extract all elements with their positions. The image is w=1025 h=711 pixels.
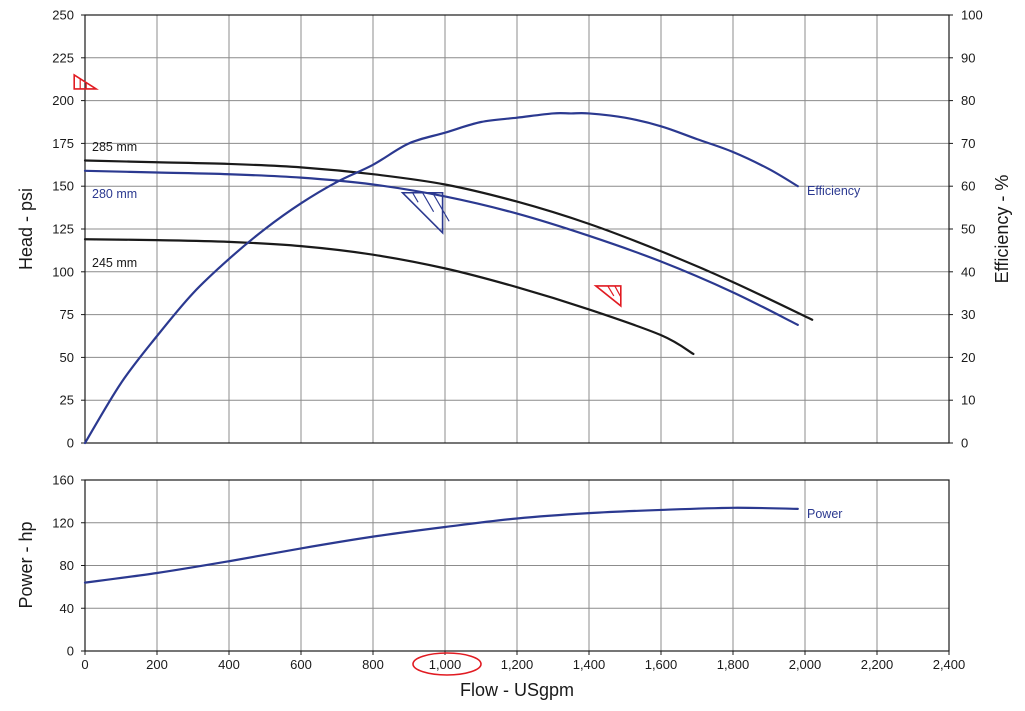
red-triangle-marker-left	[73, 73, 99, 90]
series-label-280mm: 280 mm	[92, 187, 137, 201]
red-triangle-marker-right	[593, 285, 622, 308]
head-axis-ticks: 0 25 50 75 100 125 150 175 200 225 250	[52, 8, 85, 451]
blue-triangle-hatch	[412, 192, 419, 203]
flow-tick-label: 1,000	[429, 657, 462, 672]
efficiency-axis-title: Efficiency - %	[992, 175, 1012, 284]
power-axis-ticks: 0 40 80 120 160	[52, 473, 85, 659]
red-triangle-outline	[73, 73, 99, 90]
series-line-245mm	[83, 238, 695, 356]
flow-tick-label: 200	[146, 657, 168, 672]
flow-tick-label: 1,400	[573, 657, 606, 672]
series-label-285mm: 285 mm	[92, 140, 137, 154]
head-tick-label: 75	[60, 307, 74, 322]
power-tick-label: 160	[52, 473, 74, 488]
head-efficiency-grid	[85, 15, 949, 443]
flow-tick-label: 0	[81, 657, 88, 672]
flow-tick-label: 2,000	[789, 657, 822, 672]
flow-tick-label: 600	[290, 657, 312, 672]
head-efficiency-curves	[83, 112, 814, 445]
series-label-power: Power	[807, 507, 842, 521]
efficiency-axis-ticks: 0 10 20 30 40 50 60 70 80 90 100	[949, 8, 983, 451]
highlight-1000-ellipse	[412, 652, 482, 676]
power-grid	[85, 480, 949, 651]
head-tick-label: 225	[52, 50, 74, 65]
power-tick-label: 0	[67, 644, 74, 659]
flow-tick-label: 1,600	[645, 657, 678, 672]
head-tick-label: 200	[52, 93, 74, 108]
operating-markers	[73, 73, 622, 308]
head-tick-label: 0	[67, 436, 74, 451]
power-curves	[83, 506, 799, 584]
flow-tick-label: 1,200	[501, 657, 534, 672]
blue-triangle-hatch	[422, 192, 435, 213]
head-tick-label: 125	[52, 222, 74, 237]
series-line-power	[83, 506, 799, 584]
red-triangle-hatch	[607, 285, 615, 297]
series-label-efficiency: Efficiency	[807, 184, 861, 198]
efficiency-tick-label: 50	[961, 222, 975, 237]
flow-axis-ticks: 0 200 400 600 800 1,000 1,200 1,400 1,600 1,800 2,…	[81, 651, 965, 672]
series-label-245mm: 245 mm	[92, 256, 137, 270]
head-tick-label: 100	[52, 264, 74, 279]
blue-duty-point-marker	[400, 191, 450, 235]
efficiency-tick-label: 100	[961, 8, 983, 23]
power-tick-label: 120	[52, 515, 74, 530]
efficiency-tick-label: 20	[961, 350, 975, 365]
efficiency-tick-label: 80	[961, 93, 975, 108]
head-tick-label: 250	[52, 8, 74, 23]
head-tick-label: 150	[52, 179, 74, 194]
power-axis-title: Power - hp	[16, 521, 36, 608]
efficiency-tick-label: 70	[961, 136, 975, 151]
blue-triangle-hatch	[432, 192, 450, 222]
head-axis-title: Head - psi	[16, 188, 36, 270]
power-tick-label: 40	[60, 601, 74, 616]
series-line-efficiency	[83, 112, 799, 445]
efficiency-tick-label: 40	[961, 264, 975, 279]
flow-tick-label: 800	[362, 657, 384, 672]
efficiency-tick-label: 0	[961, 436, 968, 451]
head-tick-label: 175	[52, 136, 74, 151]
flow-tick-label: 2,200	[861, 657, 894, 672]
series-line-285mm	[83, 159, 814, 321]
efficiency-tick-label: 60	[961, 179, 975, 194]
series-line-280mm	[83, 169, 799, 326]
efficiency-tick-label: 10	[961, 393, 975, 408]
flow-tick-label: 400	[218, 657, 240, 672]
efficiency-tick-label: 30	[961, 307, 975, 322]
head-tick-label: 50	[60, 350, 74, 365]
red-triangle-hatch	[614, 285, 622, 298]
flow-axis-title: Flow - USgpm	[460, 680, 574, 700]
flow-tick-label: 1,800	[717, 657, 750, 672]
efficiency-tick-label: 90	[961, 50, 975, 65]
head-tick-label: 25	[60, 393, 74, 408]
power-tick-label: 80	[60, 558, 74, 573]
flow-tick-label: 2,400	[933, 657, 966, 672]
